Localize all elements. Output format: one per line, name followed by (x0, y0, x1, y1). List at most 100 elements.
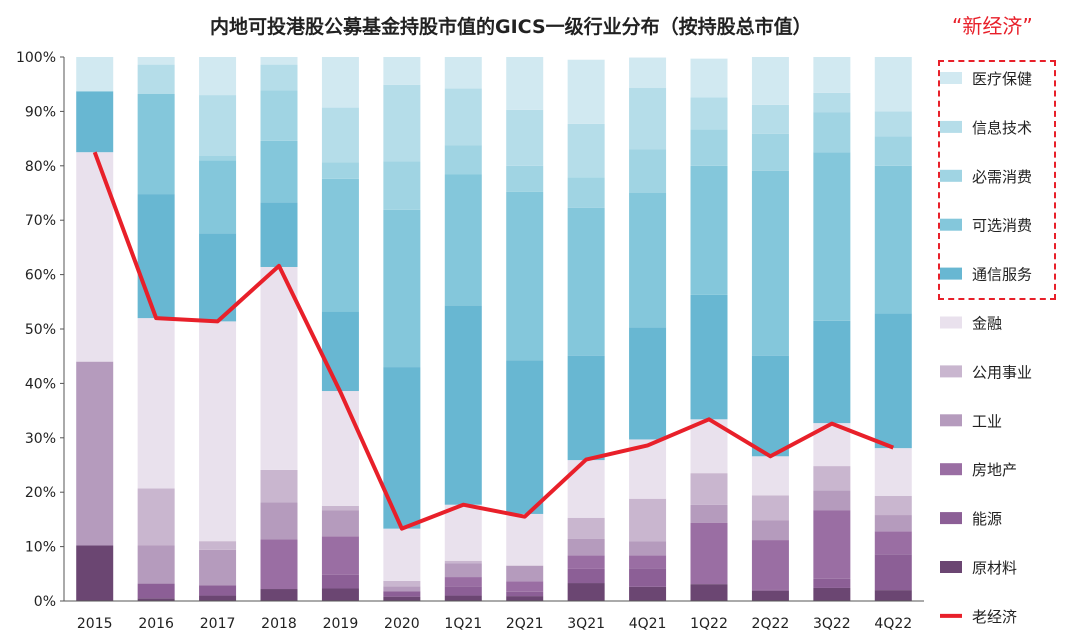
bar-segment-0-0 (76, 545, 114, 601)
chart-title: 内地可投港股公募基金持股市值的GICS一级行业分布（按持股总市值） (210, 16, 812, 38)
bar-segment-10-0 (76, 57, 114, 92)
bar-segment-7-5 (383, 209, 421, 368)
bar-segment-10-2 (199, 57, 237, 96)
bar-segment-4-8 (567, 517, 605, 539)
bar-segment-5-1 (137, 318, 175, 489)
bar-segment-9-3 (260, 64, 298, 91)
bar-segment-0-7 (506, 596, 544, 601)
x-tick-label: 3Q22 (813, 616, 851, 632)
old-economy-line-path (92, 151, 895, 531)
bar-segment-1-4 (321, 574, 359, 589)
bar-segment-3-3 (260, 502, 298, 540)
bar-segment-2-4 (321, 536, 359, 575)
bar-segment-7-3 (260, 140, 298, 203)
new-economy-dashed-box (938, 60, 1056, 300)
bar-segment-4-4 (321, 505, 359, 511)
bar-segment-4-3 (260, 469, 298, 503)
bar-segment-2-12 (813, 510, 851, 579)
bar-segment-9-5 (383, 84, 421, 162)
legend-swatch (940, 267, 962, 280)
bar-segment-6-9 (629, 327, 667, 440)
bar-segment-1-5 (383, 591, 421, 597)
bar-segment-8-3 (260, 90, 298, 141)
bar-segment-9-13 (874, 111, 912, 137)
bar-segment-10-3 (260, 57, 298, 65)
bars (76, 57, 912, 601)
bar-segment-3-2 (199, 549, 237, 586)
bar-segment-10-4 (321, 57, 359, 108)
y-axis-ticks: 0% 10% 20% 30% 40% 50% 60% 70% 80% 90% 100% (16, 50, 64, 610)
y-tick-label: 80% (25, 159, 56, 175)
bar-segment-10-10 (690, 58, 728, 98)
bar-segment-1-2 (199, 585, 237, 596)
bar-segment-3-1 (137, 545, 175, 584)
bar-segment-9-4 (321, 107, 359, 163)
bar-segment-4-6 (444, 560, 482, 564)
legend-label: 可选消费 (972, 217, 1032, 235)
bar-segment-10-13 (874, 57, 912, 112)
bar-segment-0-2 (199, 595, 237, 601)
bar-segment-2-7 (506, 581, 544, 592)
bar-segment-6-0 (76, 91, 114, 153)
bar-segment-8-4 (321, 162, 359, 179)
bar-segment-4-11 (751, 495, 789, 521)
bar-segment-8-9 (629, 149, 667, 193)
bar-segment-6-11 (751, 355, 789, 457)
bar-segment-3-7 (506, 565, 544, 582)
y-tick-label: 20% (25, 485, 56, 501)
bar-segment-9-9 (629, 88, 667, 150)
bar-segment-0-12 (813, 587, 851, 601)
legend-label: 金融 (972, 315, 1002, 333)
bar-segment-0-5 (383, 596, 421, 601)
y-tick-label: 10% (25, 540, 56, 556)
bar-segment-9-12 (813, 92, 851, 113)
bar-segment-8-13 (874, 136, 912, 166)
legend-swatch (940, 512, 962, 525)
bar-segment-7-10 (690, 165, 728, 295)
legend-label: 工业 (972, 412, 1002, 430)
bar-segment-4-12 (813, 466, 851, 491)
bar-segment-1-12 (813, 578, 851, 588)
bar-segment-10-12 (813, 57, 851, 93)
y-tick-label: 100% (16, 50, 56, 66)
legend-label: 信息技术 (972, 119, 1032, 137)
legend-swatch (940, 316, 962, 329)
bar-segment-5-4 (321, 391, 359, 506)
y-tick-label: 50% (25, 322, 56, 338)
bar-segment-9-10 (690, 97, 728, 130)
y-tick-label: 0% (34, 594, 56, 610)
bar-segment-8-2 (199, 156, 237, 161)
bar-segment-8-11 (751, 133, 789, 171)
bar-segment-3-13 (874, 515, 912, 532)
bar-segment-3-0 (76, 361, 114, 546)
bar-segment-2-11 (751, 540, 789, 590)
bar-segment-4-9 (629, 498, 667, 542)
legend-swatch (940, 169, 962, 182)
legend-swatch (940, 72, 962, 84)
bar-segment-9-1 (137, 64, 175, 94)
legend-label: 通信服务 (972, 266, 1032, 284)
legend-swatch (940, 120, 962, 133)
bar-segment-5-8 (567, 460, 605, 518)
legend-label: 公用事业 (972, 363, 1032, 381)
bar-segment-1-8 (567, 568, 605, 584)
x-tick-label: 2018 (261, 616, 297, 632)
bar-segment-8-5 (383, 161, 421, 210)
bar-segment-0-3 (260, 589, 298, 601)
bar-segment-6-8 (567, 355, 605, 461)
bar-segment-2-8 (567, 555, 605, 569)
bar-segment-0-13 (874, 590, 912, 601)
bar-segment-10-11 (751, 57, 789, 105)
bar-segment-2-9 (629, 555, 667, 569)
x-tick-label: 3Q21 (567, 616, 605, 632)
bar-segment-5-2 (199, 321, 237, 542)
bar-segment-5-3 (260, 266, 298, 470)
bar-segment-7-1 (137, 93, 175, 195)
legend-swatch (940, 561, 962, 573)
bar-segment-2-6 (444, 577, 482, 587)
x-tick-label: 2020 (384, 616, 420, 632)
bar-segment-5-13 (874, 448, 912, 497)
bar-segment-4-5 (383, 580, 421, 587)
bar-segment-5-6 (444, 504, 482, 561)
